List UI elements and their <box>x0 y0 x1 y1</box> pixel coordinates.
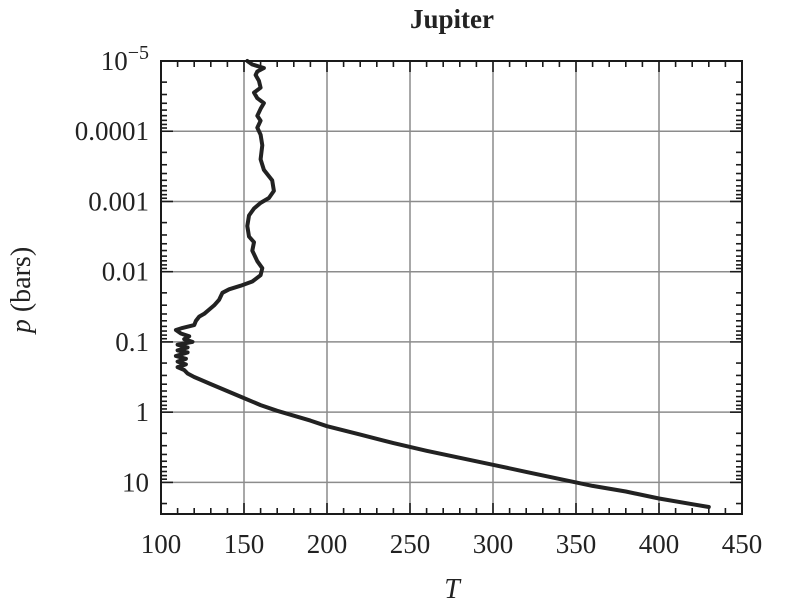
x-tick-label: 200 <box>307 529 348 559</box>
y-tick-label: 0.0001 <box>75 116 149 146</box>
y-axis-label: p (bars) <box>6 247 37 335</box>
y-axis-label-unit: (bars) <box>6 247 37 319</box>
grid <box>161 61 742 514</box>
y-tick-label: 10 <box>122 467 149 497</box>
y-tick-label: 0.01 <box>102 257 149 287</box>
y-tick-label: 0.1 <box>115 327 149 357</box>
x-tick-label: 300 <box>473 529 514 559</box>
y-axis-label-variable: p <box>6 319 37 335</box>
temperature-profile-line <box>173 59 711 509</box>
chart-title: Jupiter <box>410 4 494 34</box>
y-tick-label: 1 <box>136 397 150 427</box>
x-axis-label: T <box>444 574 462 605</box>
y-tick-labels: 10−5 0.0001 0.001 0.01 0.1 1 10 <box>75 42 149 497</box>
axis-ticks <box>160 60 743 514</box>
x-tick-label: 350 <box>556 529 597 559</box>
x-tick-label: 250 <box>390 529 431 559</box>
x-tick-label: 450 <box>722 529 763 559</box>
x-tick-labels: 100 150 200 250 300 350 400 450 <box>141 529 763 559</box>
y-tick-label: 0.001 <box>88 186 149 216</box>
x-tick-label: 150 <box>224 529 265 559</box>
x-tick-label: 100 <box>141 529 182 559</box>
x-tick-label: 400 <box>639 529 680 559</box>
plot-frame <box>160 60 743 515</box>
series-layer <box>173 59 711 509</box>
y-tick-label: 10−5 <box>101 42 149 76</box>
